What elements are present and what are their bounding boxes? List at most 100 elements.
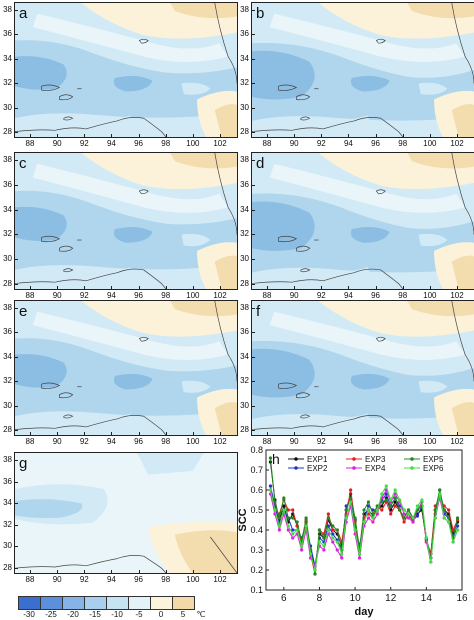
lon-tick-label: 98 bbox=[398, 139, 408, 148]
lon-tick-mark bbox=[267, 286, 268, 289]
lat-tick-mark bbox=[15, 460, 18, 461]
map-panel-e: e 38 36 34 32 30 28 88 90 92 94 96 98 100 102 bbox=[0, 298, 242, 448]
lon-tick-label: 88 bbox=[25, 139, 35, 148]
lon-tick-label: 90 bbox=[52, 575, 62, 584]
lon-tick-mark bbox=[111, 134, 113, 137]
data-point bbox=[322, 548, 326, 552]
lon-tick-mark bbox=[294, 134, 296, 137]
lat-tick-label: 34 bbox=[3, 53, 12, 63]
lon-tick-label: 102 bbox=[213, 437, 227, 446]
lon-tick-mark bbox=[138, 570, 140, 573]
data-point bbox=[393, 492, 397, 496]
data-point bbox=[411, 516, 415, 520]
y-tick-label: 0.7 bbox=[250, 465, 263, 475]
lat-tick-mark bbox=[15, 524, 18, 526]
panel-letter: f bbox=[256, 303, 261, 320]
lat-tick-label: 28 bbox=[240, 279, 249, 288]
data-point bbox=[366, 500, 371, 504]
data-point bbox=[291, 536, 295, 540]
data-point bbox=[291, 516, 295, 520]
lon-tick-mark bbox=[457, 432, 458, 435]
data-point bbox=[313, 568, 317, 572]
lon-tick-mark bbox=[220, 286, 221, 289]
lat-tick-mark bbox=[15, 184, 18, 186]
data-point bbox=[380, 492, 384, 496]
data-point bbox=[389, 512, 393, 516]
lon-tick-mark bbox=[402, 134, 404, 137]
colorbar-swatch bbox=[150, 596, 173, 610]
y-axis-label: SCC bbox=[237, 508, 249, 531]
lat-tick-label: 30 bbox=[3, 400, 12, 410]
data-point bbox=[304, 524, 308, 528]
lon-tick-mark bbox=[192, 134, 194, 137]
data-point bbox=[282, 496, 286, 500]
map-panel-f: f 38 36 34 32 30 28 88 90 92 94 96 98 100 102 bbox=[237, 298, 474, 448]
lat-tick-mark bbox=[15, 481, 18, 483]
lon-tick-label: 92 bbox=[79, 139, 89, 148]
lat-tick-mark bbox=[15, 234, 18, 236]
data-point bbox=[277, 524, 281, 528]
lat-tick-label: 38 bbox=[240, 303, 249, 312]
data-point bbox=[349, 500, 353, 504]
lon-tick-mark bbox=[294, 286, 296, 289]
lat-tick-mark bbox=[15, 381, 18, 383]
data-point bbox=[402, 516, 406, 520]
data-point bbox=[398, 498, 402, 502]
temperature-field bbox=[252, 3, 474, 137]
data-point bbox=[295, 528, 299, 532]
map-frame: f bbox=[251, 300, 474, 436]
lat-tick-mark bbox=[252, 284, 255, 285]
lon-tick-mark bbox=[375, 432, 377, 435]
data-point bbox=[380, 500, 384, 504]
data-point bbox=[357, 556, 362, 560]
lat-tick-mark bbox=[252, 184, 255, 186]
lat-tick-mark bbox=[15, 503, 18, 505]
panel-letter: g bbox=[19, 455, 28, 472]
data-point bbox=[326, 528, 330, 532]
data-point bbox=[304, 516, 308, 520]
data-point bbox=[340, 556, 344, 560]
data-point bbox=[277, 528, 281, 532]
colorbar-label: -10 bbox=[111, 610, 123, 619]
lon-tick-mark bbox=[138, 432, 140, 435]
data-point bbox=[398, 508, 402, 512]
lat-tick-label: 38 bbox=[3, 155, 12, 164]
lon-tick-mark bbox=[165, 286, 167, 289]
data-point bbox=[438, 492, 442, 496]
lat-tick-label: 38 bbox=[3, 5, 12, 14]
lat-tick-label: 38 bbox=[240, 155, 249, 164]
lat-tick-mark bbox=[252, 160, 255, 161]
lon-tick-mark bbox=[30, 570, 31, 573]
x-tick-label: 6 bbox=[281, 593, 287, 604]
legend-entry: EXP2 bbox=[307, 464, 328, 473]
colorbar-swatch bbox=[18, 596, 41, 610]
temperature-field bbox=[252, 301, 474, 435]
colorbar-swatch bbox=[62, 596, 85, 610]
lon-tick-label: 102 bbox=[450, 437, 464, 446]
lon-tick-label: 88 bbox=[25, 437, 35, 446]
data-point bbox=[393, 504, 397, 508]
lat-tick-mark bbox=[252, 381, 255, 383]
lon-tick-label: 98 bbox=[398, 437, 408, 446]
legend-marker bbox=[294, 457, 298, 461]
lon-tick-label: 88 bbox=[262, 437, 272, 446]
lat-tick-label: 28 bbox=[3, 425, 12, 434]
data-point bbox=[282, 508, 286, 512]
colorbar-label: 5 bbox=[180, 610, 186, 619]
lon-tick-label: 98 bbox=[161, 139, 171, 148]
lon-tick-mark bbox=[429, 286, 431, 289]
colorbar-label: -25 bbox=[45, 610, 57, 619]
lat-tick-mark bbox=[252, 332, 255, 334]
lat-tick-label: 30 bbox=[240, 254, 249, 264]
lon-tick-label: 100 bbox=[186, 437, 200, 446]
x-tick-label: 12 bbox=[385, 593, 397, 604]
data-point bbox=[326, 524, 330, 528]
lon-tick-label: 100 bbox=[186, 139, 200, 148]
lon-tick-mark bbox=[165, 570, 167, 573]
lon-tick-mark bbox=[375, 134, 377, 137]
lon-tick-label: 90 bbox=[289, 437, 299, 446]
lat-tick-mark bbox=[252, 209, 255, 211]
lon-tick-label: 88 bbox=[25, 575, 35, 584]
data-point bbox=[406, 512, 411, 516]
scc-line-chart: 0.1 0.2 0.3 0.4 0.5 0.6 0.7 0.8 6 8 10 12 14 16 day SCC… bbox=[237, 446, 468, 618]
